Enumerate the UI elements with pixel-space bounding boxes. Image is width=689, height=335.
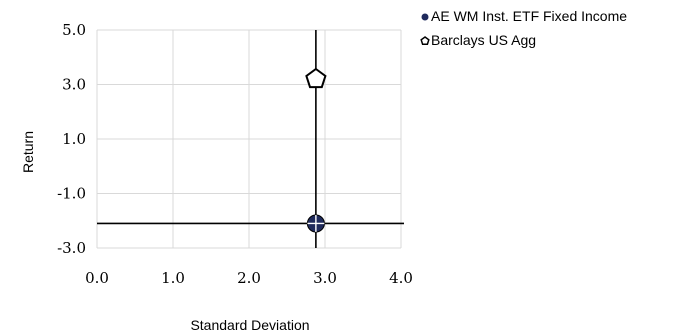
crosshair-lines — [97, 30, 404, 248]
legend-marker-pentagon — [420, 36, 430, 45]
x-tick-label: 1.0 — [161, 269, 185, 287]
x-tick-label: 2.0 — [237, 269, 261, 287]
x-axis-title: Standard Deviation — [190, 317, 309, 333]
legend-label: AE WM Inst. ETF Fixed Income — [431, 8, 627, 24]
legend: AE WM Inst. ETF Fixed Income Barclays US … — [420, 8, 627, 48]
y-axis-title: Return — [20, 131, 36, 173]
grid — [96, 29, 402, 249]
x-tick-label: 0.0 — [85, 269, 109, 287]
axis-ticks: 0.0 1.0 2.0 3.0 4.0 5.0 3.0 1.0 -1.0 -3.0 — [57, 21, 413, 287]
y-tick-label: 1.0 — [62, 130, 86, 148]
data-points — [305, 67, 327, 233]
legend-marker-circle — [421, 13, 429, 21]
y-tick-label: -1.0 — [57, 185, 86, 203]
x-tick-label: 4.0 — [389, 269, 413, 287]
y-tick-label: 5.0 — [62, 21, 86, 39]
y-tick-label: 3.0 — [62, 76, 86, 94]
x-tick-label: 3.0 — [313, 269, 337, 287]
legend-label: Barclays US Agg — [431, 32, 536, 48]
y-tick-label: -3.0 — [57, 239, 86, 257]
data-point-pentagon — [305, 67, 327, 89]
